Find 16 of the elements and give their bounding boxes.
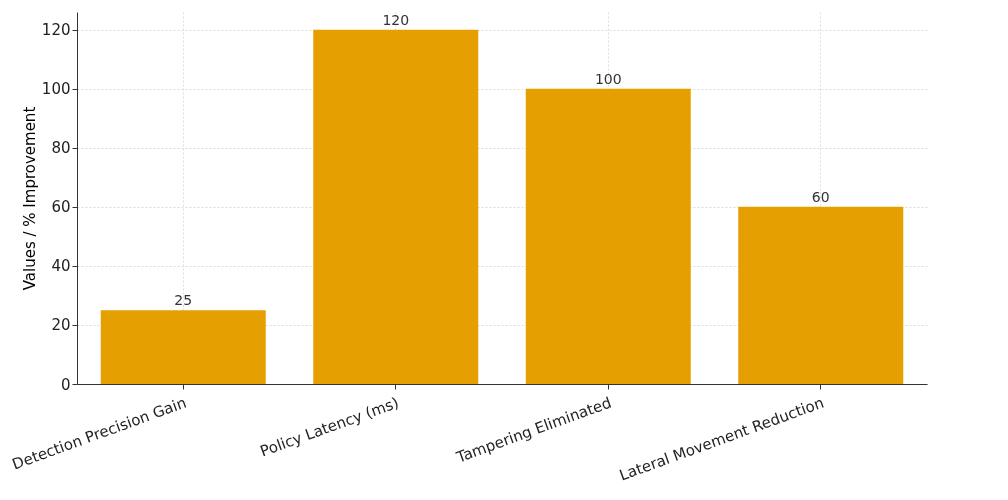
y-tick-label: 60 [51, 198, 71, 217]
bar [100, 310, 266, 384]
data-label: 120 [382, 11, 410, 28]
y-tick-label: 20 [51, 316, 71, 335]
data-label: 25 [174, 292, 193, 309]
y-tick-label: 0 [60, 375, 71, 394]
y-tick-label: 120 [41, 21, 71, 40]
y-axis-title: Values / % Improvement [20, 106, 39, 291]
y-tick-label: 40 [51, 257, 71, 276]
bar [738, 206, 904, 384]
bar [313, 29, 479, 384]
data-label: 60 [811, 188, 830, 205]
y-tick-label: 100 [41, 80, 71, 99]
bar [525, 88, 691, 384]
y-tick-label: 80 [51, 139, 71, 158]
data-label: 100 [594, 70, 622, 87]
